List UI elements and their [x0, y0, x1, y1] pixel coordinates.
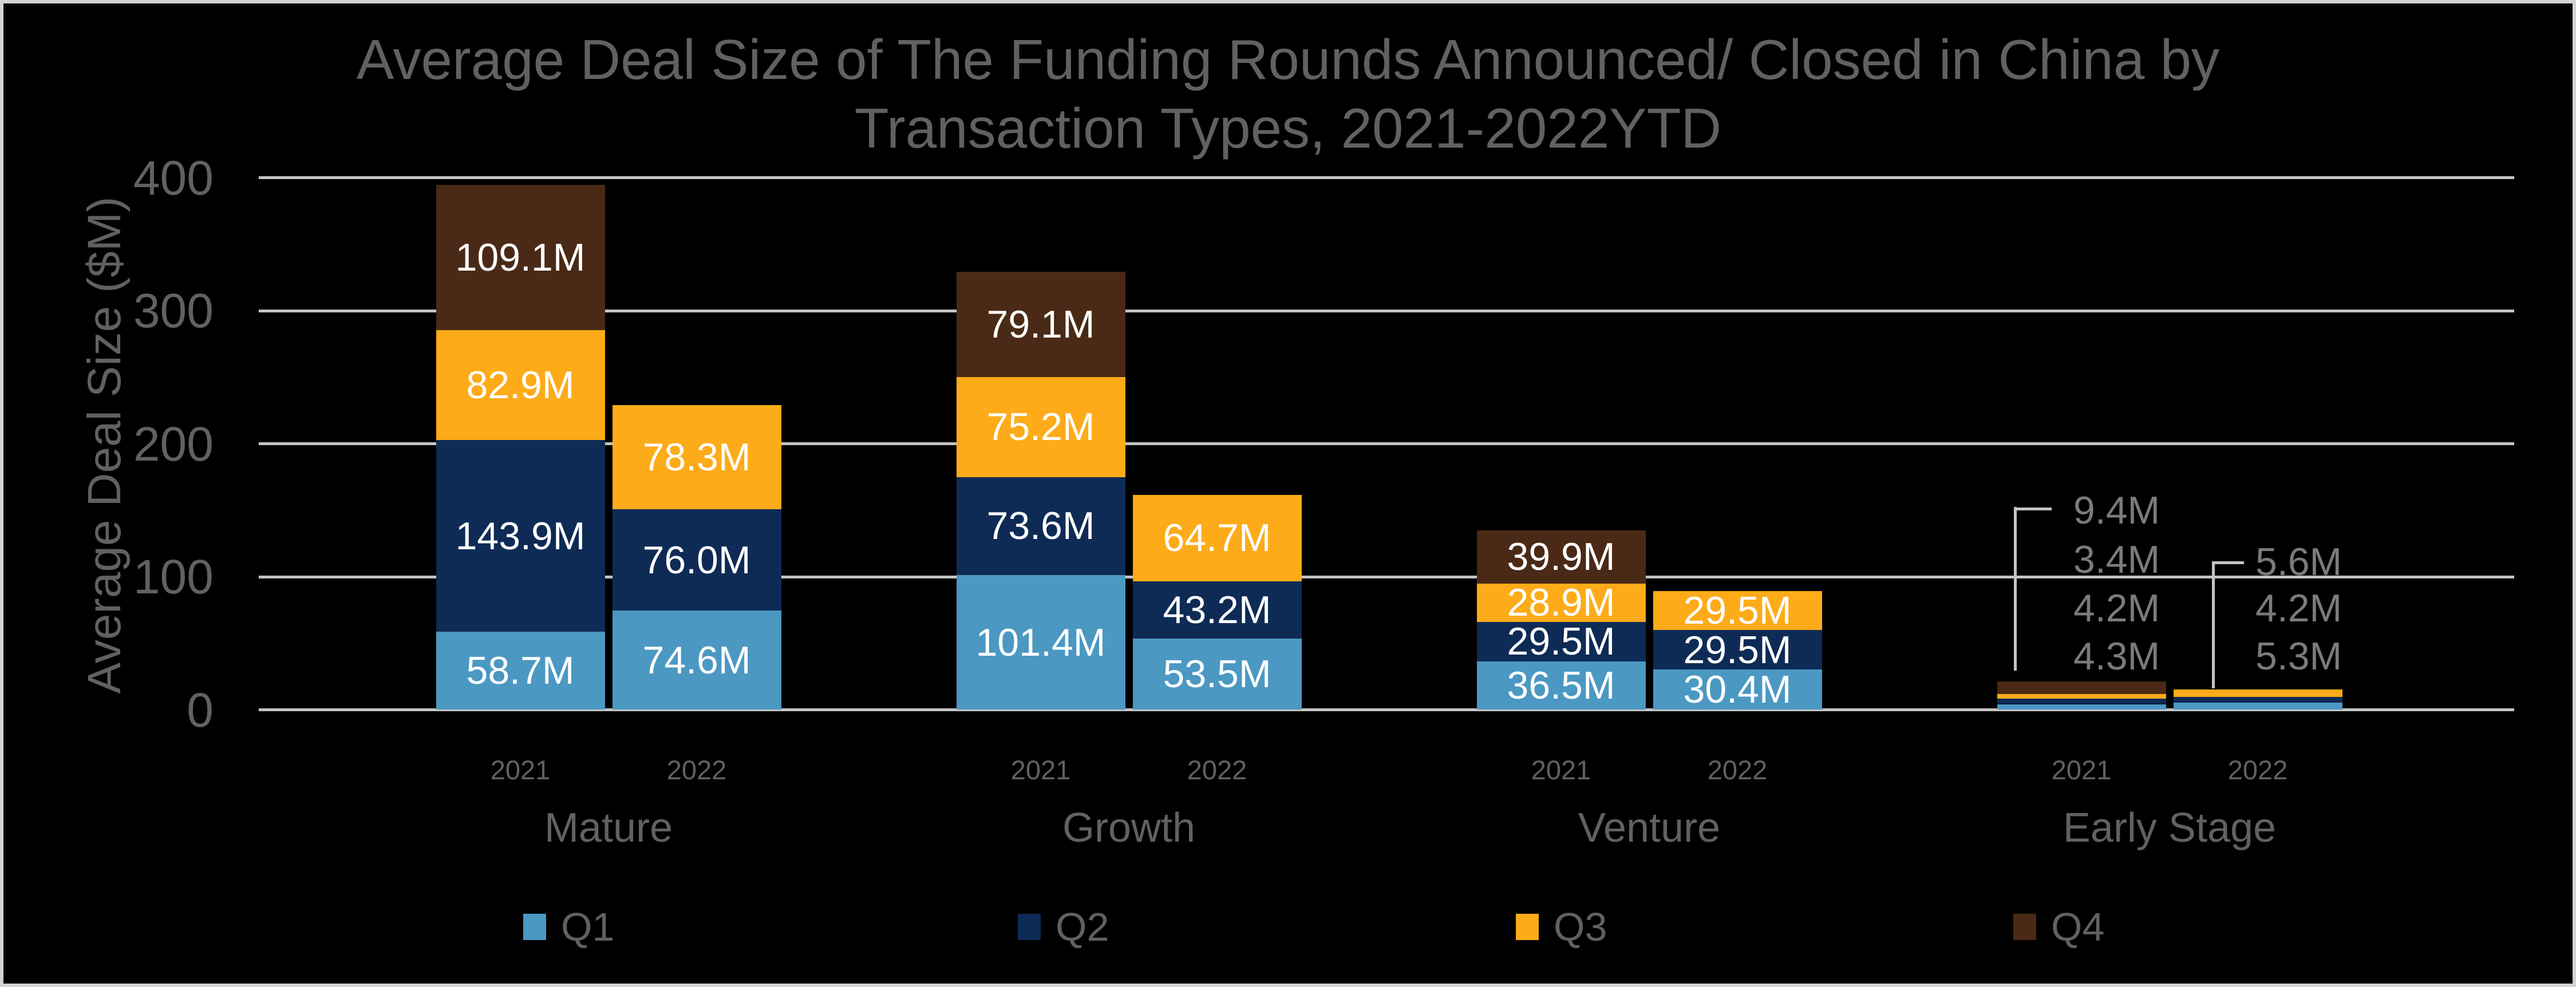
bar-segment-q1: [1997, 704, 2166, 710]
callout-line: [2212, 561, 2215, 688]
y-tick-label: 200: [133, 417, 214, 471]
callout-label-q1: 4.3M: [2073, 635, 2160, 678]
y-tick-label: 400: [133, 150, 214, 205]
bar-segment-q1: 101.4M: [956, 574, 1125, 710]
legend-swatch-q1: [523, 914, 546, 940]
data-label: 82.9M: [466, 363, 575, 407]
bar-segment-q2: 73.6M: [956, 477, 1125, 575]
data-label: 109.1M: [455, 235, 586, 279]
bar-segment-q4: 39.9M: [1476, 530, 1646, 584]
bar-segment-q2: 29.5M: [1653, 630, 1822, 669]
data-label: 39.9M: [1507, 535, 1615, 579]
category-label: Venture: [1578, 805, 1721, 851]
bar-segment-q3: 28.9M: [1476, 581, 1646, 625]
data-label: 64.7M: [1163, 516, 1271, 560]
callout-tick: [2212, 561, 2244, 564]
gridline-100: [259, 575, 2514, 578]
chart-title-line2: Transaction Types, 2021-2022YTD: [854, 97, 1722, 160]
legend-label-q1: Q1: [561, 905, 615, 949]
data-label: 30.4M: [1683, 668, 1792, 712]
data-label: 76.0M: [642, 538, 751, 582]
legend-label-q3: Q3: [1554, 905, 1607, 949]
data-label: 58.7M: [466, 649, 575, 693]
data-label: 79.1M: [986, 302, 1095, 346]
bar-segment-q3: 75.2M: [956, 376, 1125, 477]
bar-segment-q2: [1997, 698, 2166, 704]
year-label: 2022: [666, 755, 727, 785]
y-tick-label: 0: [187, 683, 214, 737]
data-label: 143.9M: [455, 514, 586, 558]
bar-segment-q1: [2173, 703, 2342, 710]
bar-segment-q1: 36.5M: [1476, 661, 1646, 710]
year-label: 2021: [490, 755, 551, 785]
year-label: 2022: [1187, 755, 1247, 785]
data-label: 73.6M: [986, 504, 1095, 548]
bar-segment-q4: [1997, 681, 2166, 694]
data-label: 101.4M: [975, 620, 1106, 664]
gridline-0: [259, 708, 2514, 711]
legend-label-q2: Q2: [1056, 905, 1109, 949]
data-label: 29.5M: [1683, 628, 1792, 672]
year-label: 2021: [2051, 755, 2112, 785]
callout-label-q3: 5.6M: [2255, 540, 2342, 584]
bar-segment-q1: 30.4M: [1653, 669, 1822, 710]
callout-label-q4: 9.4M: [2073, 489, 2160, 532]
data-label: 75.2M: [986, 405, 1095, 449]
bar-segment-q3: [1997, 693, 2166, 699]
bar-segment-q3: 78.3M: [612, 405, 781, 510]
bar-segment-q3: 82.9M: [436, 330, 605, 441]
bar-segment-q2: 143.9M: [436, 440, 605, 632]
bar-segment-q3: 64.7M: [1132, 495, 1302, 581]
bar-segment-q2: 43.2M: [1132, 581, 1302, 639]
bar-segment-q3: 29.5M: [1653, 588, 1822, 632]
bar-segment-q2: 76.0M: [612, 509, 781, 611]
category-label: Early Stage: [2063, 805, 2277, 851]
bar-segment-q1: 53.5M: [1132, 639, 1302, 710]
year-label: 2022: [2227, 755, 2288, 785]
data-label: 28.9M: [1507, 581, 1615, 625]
bar-segment-q2: 29.5M: [1476, 620, 1646, 664]
chart-title: Average Deal Size of The Funding Rounds …: [0, 25, 2576, 162]
gridline-300: [259, 309, 2514, 312]
bar-segment-q2: [2173, 697, 2342, 703]
data-label: 36.5M: [1507, 664, 1615, 708]
legend-label-q4: Q4: [2051, 905, 2105, 949]
y-tick-label: 300: [133, 284, 214, 338]
y-tick-label: 100: [133, 550, 214, 604]
callout-label-q2: 4.2M: [2073, 586, 2160, 630]
bar-segment-q4: 79.1M: [956, 271, 1125, 377]
data-label: 74.6M: [642, 638, 751, 682]
year-label: 2022: [1707, 755, 1768, 785]
legend-swatch-q3: [1516, 914, 1539, 940]
category-label: Mature: [544, 805, 673, 851]
legend-swatch-q2: [1018, 914, 1041, 940]
category-label: Growth: [1062, 805, 1196, 851]
year-label: 2021: [1010, 755, 1071, 785]
data-label: 29.5M: [1507, 620, 1615, 664]
data-label: 53.5M: [1163, 652, 1271, 696]
data-label: 78.3M: [642, 435, 751, 479]
gridline-200: [259, 442, 2514, 445]
gridline-400: [259, 176, 2514, 179]
callout-label-q2: 4.2M: [2255, 586, 2342, 630]
chart-title-line1: Average Deal Size of The Funding Rounds …: [356, 28, 2220, 91]
callout-tick: [2014, 507, 2052, 510]
bar-segment-q4: 109.1M: [436, 185, 605, 330]
bar-segment-q1: 58.7M: [436, 632, 605, 710]
bar-segment-q3: [2173, 689, 2342, 697]
legend-swatch-q4: [2013, 914, 2036, 940]
callout-label-q1: 5.3M: [2255, 635, 2342, 678]
callout-line: [2014, 507, 2017, 671]
bar-segment-q1: 74.6M: [612, 611, 781, 710]
data-label: 43.2M: [1163, 588, 1271, 632]
callout-label-q3: 3.4M: [2073, 538, 2160, 581]
year-label: 2021: [1531, 755, 1591, 785]
data-label: 29.5M: [1683, 588, 1792, 632]
